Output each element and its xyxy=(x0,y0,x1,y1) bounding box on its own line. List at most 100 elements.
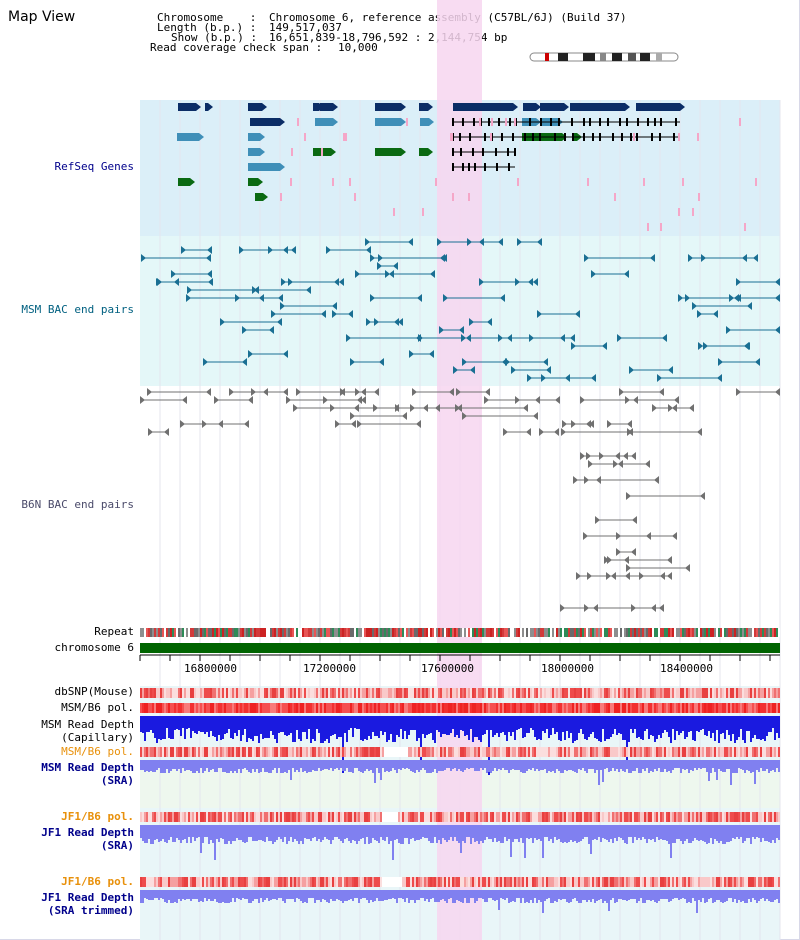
heat-cell xyxy=(648,812,650,822)
depth-bar xyxy=(640,716,642,739)
depth-bar xyxy=(356,825,358,844)
depth-bar xyxy=(444,716,446,734)
depth-bar xyxy=(708,825,710,843)
depth-bar xyxy=(658,825,660,840)
refseq-mark xyxy=(692,208,694,216)
repeat-segment xyxy=(754,628,756,637)
depth-bar xyxy=(452,716,454,729)
dbsnp-heatstrip[interactable] xyxy=(140,688,780,698)
b6n-bac-end-pairs-track[interactable] xyxy=(140,388,780,612)
track-label-b6n-bac[interactable]: B6N BAC end pairs xyxy=(21,498,134,511)
msm-b6-pol-heatstrip[interactable] xyxy=(140,703,780,713)
heat-cell xyxy=(312,747,314,757)
heat-cell xyxy=(246,812,248,822)
track-label-jf1-depth-trimmed[interactable]: JF1 Read Depth (SRA trimmed) xyxy=(41,891,134,917)
heat-cell xyxy=(450,688,452,698)
depth-bar xyxy=(682,760,684,769)
track-label-repeat[interactable]: Repeat xyxy=(94,625,134,638)
depth-bar xyxy=(668,716,670,737)
track-label-refseq[interactable]: RefSeq Genes xyxy=(54,160,134,173)
heat-cell xyxy=(704,812,706,822)
gene-block xyxy=(523,103,536,111)
bac-end-marker xyxy=(685,564,690,572)
heat-cell xyxy=(584,812,586,822)
depth-bar xyxy=(286,760,288,773)
bac-end-marker xyxy=(689,404,694,412)
heat-cell xyxy=(650,747,652,757)
depth-bar xyxy=(388,890,390,899)
depth-bar xyxy=(204,716,206,734)
jf1-b6-pol-heatstrip[interactable] xyxy=(140,812,780,822)
chromosome-bar[interactable] xyxy=(140,643,780,653)
heat-cell xyxy=(508,747,510,757)
depth-bar xyxy=(216,716,218,741)
depth-bar xyxy=(532,890,534,903)
heat-cell xyxy=(624,877,626,887)
heat-cell xyxy=(188,812,190,822)
depth-bar xyxy=(312,890,314,898)
repeat-segment xyxy=(430,628,432,637)
selection-highlight[interactable] xyxy=(437,0,482,940)
track-label-msm-depth-sra[interactable]: MSM Read Depth (SRA) xyxy=(41,761,134,787)
repeat-segment xyxy=(666,628,668,637)
repeat-segment xyxy=(618,628,620,637)
msm-bac-end-pairs-track[interactable] xyxy=(141,238,780,382)
jf1-read-depth-trimmed-track[interactable] xyxy=(140,890,780,913)
bac-end-marker xyxy=(350,412,355,420)
heat-cell xyxy=(188,747,190,757)
heat-cell xyxy=(568,747,570,757)
track-label-dbsnp[interactable]: dbSNP(Mouse) xyxy=(54,685,134,698)
gene-arrow xyxy=(625,103,630,111)
heat-cell xyxy=(446,812,448,822)
jf1-b6-pol-heatstrip-2[interactable] xyxy=(140,877,780,887)
msm-b6-pol-heatstrip-2[interactable] xyxy=(140,747,780,757)
depth-bar xyxy=(260,716,262,734)
depth-bar xyxy=(568,760,570,770)
depth-bar xyxy=(392,890,394,898)
heat-cell xyxy=(756,703,758,713)
jf1-read-depth-sra-track[interactable] xyxy=(140,825,780,860)
track-label-msm-b6-pol[interactable]: MSM/B6 pol. xyxy=(61,701,134,714)
track-label-msm-bac[interactable]: MSM BAC end pairs xyxy=(21,303,134,316)
depth-bar xyxy=(262,890,264,902)
heat-cell xyxy=(530,747,532,757)
depth-bar xyxy=(438,890,440,902)
heat-cell xyxy=(236,747,238,757)
heat-cell xyxy=(372,688,374,698)
depth-bar xyxy=(252,760,254,769)
track-label-jf1-depth-sra[interactable]: JF1 Read Depth (SRA) xyxy=(41,826,134,852)
repeat-segment xyxy=(292,628,294,637)
depth-bar xyxy=(666,890,668,899)
heat-cell xyxy=(684,747,686,757)
depth-bar xyxy=(654,716,656,742)
depth-bar xyxy=(386,825,388,837)
heat-cell xyxy=(666,747,668,757)
heat-cell xyxy=(618,747,620,757)
chromosome-ideogram[interactable] xyxy=(529,52,679,62)
depth-bar xyxy=(278,716,280,733)
depth-bar xyxy=(290,716,292,733)
track-label-msm-b6-pol-2[interactable]: MSM/B6 pol. xyxy=(61,745,134,758)
depth-bar xyxy=(304,890,306,902)
depth-bar xyxy=(648,760,650,773)
track-label-chromosome[interactable]: chromosome 6 xyxy=(54,641,134,654)
repeat-segment xyxy=(530,628,532,637)
repeat-track[interactable] xyxy=(140,628,780,637)
msm-read-depth-sra-track[interactable] xyxy=(140,760,780,785)
depth-bar xyxy=(600,890,602,899)
refseq-genes-track[interactable] xyxy=(177,103,757,231)
heat-cell xyxy=(192,703,194,713)
msm-read-depth-capillary-track[interactable] xyxy=(140,716,780,775)
heat-cell xyxy=(678,877,680,887)
track-label-msm-depth-capillary[interactable]: MSM Read Depth (Capillary) xyxy=(41,718,134,744)
heat-cell xyxy=(644,747,646,757)
track-label-jf1-b6-pol-2[interactable]: JF1/B6 pol. xyxy=(61,875,134,888)
heat-cell xyxy=(624,747,626,757)
track-label-jf1-b6-pol[interactable]: JF1/B6 pol. xyxy=(61,810,134,823)
heat-cell xyxy=(426,877,428,887)
heat-cell xyxy=(266,747,268,757)
depth-bar xyxy=(288,890,290,899)
heat-cell xyxy=(554,812,556,822)
heat-cell xyxy=(592,812,594,822)
